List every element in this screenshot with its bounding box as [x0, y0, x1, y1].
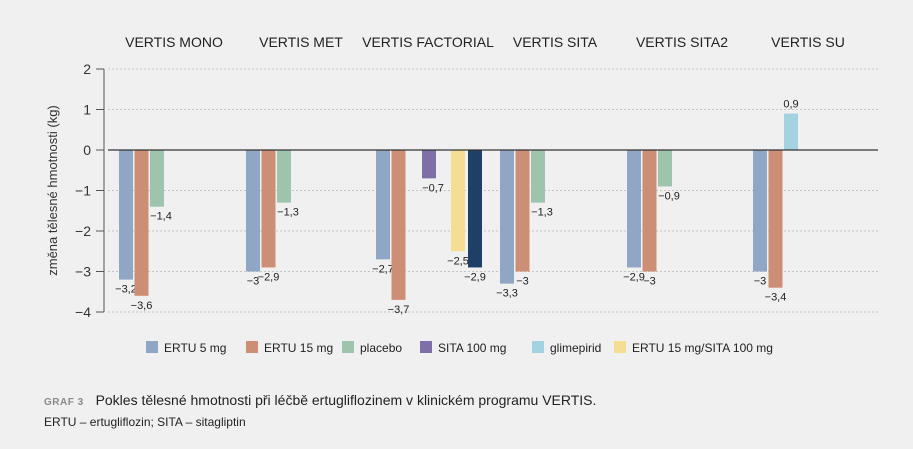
bar-ertu15 [515, 150, 530, 272]
bar-sita100 [422, 150, 436, 179]
data-label: −2,5 [447, 255, 469, 267]
bar-placebo [531, 150, 545, 203]
bar-ertu5sita [468, 150, 482, 268]
data-label: −3 [754, 276, 767, 288]
y-tick-label: 0 [83, 142, 91, 158]
bar-placebo [150, 150, 164, 207]
group-title: VERTIS MONO [125, 34, 223, 50]
data-label: −3 [516, 276, 529, 288]
y-tick-label: 2 [83, 61, 91, 77]
legend-label: placebo [360, 341, 402, 355]
legend-swatch [532, 341, 544, 353]
data-label: −3,2 [115, 284, 137, 296]
data-label: −1,3 [531, 207, 553, 219]
y-axis-label: změna tělesné hmotnosti (kg) [45, 105, 60, 276]
data-label: −3,4 [765, 292, 787, 304]
data-label: −3,6 [131, 300, 153, 312]
bar-ertu5 [246, 150, 260, 272]
legend-swatch [246, 341, 258, 353]
legend-swatch [342, 341, 354, 353]
data-label: −3 [643, 276, 656, 288]
data-label: −3,7 [388, 304, 410, 316]
data-label: −2,7 [372, 263, 394, 275]
legend-swatch [614, 341, 626, 353]
group-title: VERTIS FACTORIAL [362, 34, 494, 50]
data-label: −0,7 [422, 182, 444, 194]
bar-ertu15sita [451, 150, 465, 252]
data-label: −1,3 [277, 207, 299, 219]
group-title: VERTIS SITA2 [636, 34, 728, 50]
legend-label: SITA 100 mg [438, 341, 506, 355]
bar-ertu15 [642, 150, 657, 272]
bar-ertu15 [768, 150, 783, 288]
bar-ertu15 [134, 150, 149, 296]
data-label: −2,9 [258, 271, 280, 283]
bar-ertu5 [627, 150, 641, 268]
legend-label: ERTU 5 mg [164, 341, 226, 355]
bar-glimepirid [784, 113, 798, 150]
group-title: VERTIS SITA [513, 34, 598, 50]
data-label: 0,9 [783, 99, 798, 111]
legend-swatch [146, 341, 158, 353]
legend-label: ERTU 15 mg/SITA 100 mg [632, 341, 773, 355]
figure-caption: GRAF 3 Pokles tělesné hmotnosti při léčb… [44, 392, 596, 408]
bar-placebo [658, 150, 672, 187]
y-tick-label: −3 [75, 264, 91, 280]
bar-ertu15 [391, 150, 406, 300]
group-title: VERTIS SU [771, 34, 845, 50]
bar-ertu5 [753, 150, 767, 272]
data-label: −2,9 [623, 271, 645, 283]
caption-text: Pokles tělesné hmotnosti při léčbě ertug… [95, 392, 597, 408]
y-tick-label: 1 [83, 102, 91, 118]
bar-placebo [277, 150, 291, 203]
y-tick-label: −1 [75, 183, 91, 199]
caption-label: GRAF 3 [44, 397, 84, 408]
abbreviations-note: ERTU – ertugliflozin; SITA – sitagliptin [44, 415, 246, 429]
data-label: −2,9 [464, 271, 486, 283]
bar-ertu5 [119, 150, 133, 280]
group-title: VERTIS MET [259, 34, 343, 50]
y-tick-label: −4 [75, 304, 91, 320]
bar-chart: 2 1 0 −1 −2 −3 −4 změna tělesné hmotnosti (kg) V… [45, 34, 878, 355]
legend-swatch [420, 341, 432, 353]
data-label: −3 [247, 276, 260, 288]
chart: 2 1 0 −1 −2 −3 −4 změna tělesné hmotnosti (kg) V… [45, 34, 878, 355]
bar-ertu15 [261, 150, 276, 268]
data-label: −3,3 [496, 288, 518, 300]
bar-ertu5 [376, 150, 390, 260]
bar-ertu5 [500, 150, 514, 284]
legend-label: glimepirid [550, 341, 601, 355]
legend-label: ERTU 15 mg [264, 341, 333, 355]
data-label: −1,4 [150, 211, 172, 223]
y-tick-label: −2 [75, 223, 91, 239]
data-label: −0,9 [658, 190, 680, 202]
